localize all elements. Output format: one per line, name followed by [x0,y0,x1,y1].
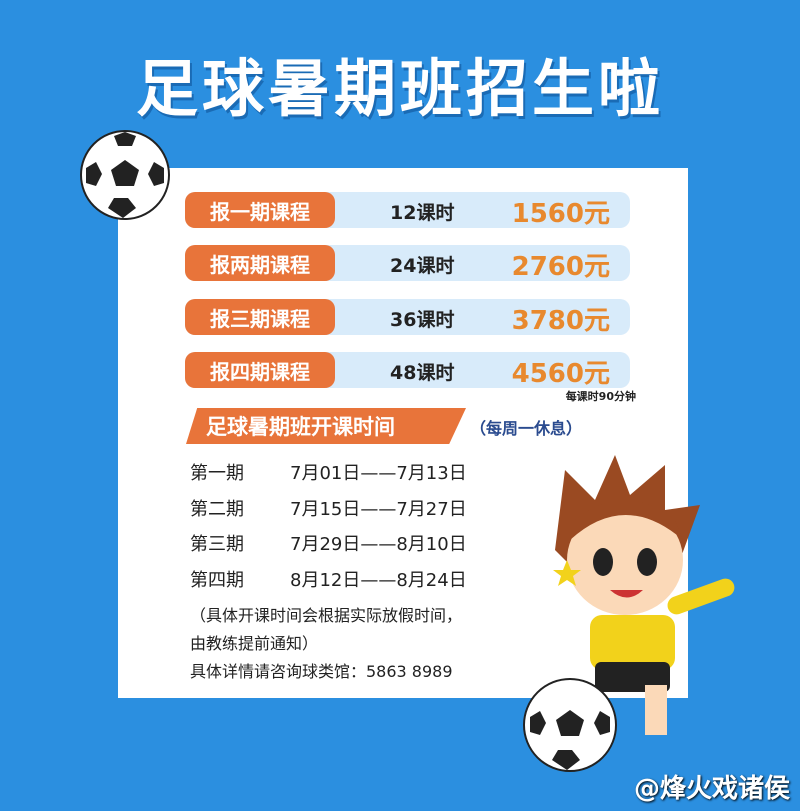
course-row: 报四期课程 48课时 4560元 [185,352,630,389]
period-row: 第四期 8月12日——8月24日 [190,566,467,592]
course-row: 报两期课程 24课时 2760元 [185,245,630,282]
period-row: 第三期 7月29日——8月10日 [190,530,467,556]
course-row: 报三期课程 36课时 3780元 [185,299,630,336]
course-hours: 24课时 [390,255,455,277]
course-price: 1560元 [511,199,610,229]
course-row: 报一期课程 12课时 1560元 [185,192,630,229]
course-name: 报四期课程 [185,352,335,388]
contact-info: 具体详情请咨询球类馆：5863 8989 [190,662,453,681]
course-name: 报三期课程 [185,299,335,335]
period-dates: 7月29日——8月10日 [290,534,467,555]
soccer-ball-icon [523,678,617,772]
course-price: 3780元 [511,306,610,336]
schedule-heading: 足球暑期班开课时间 [186,408,466,444]
period-name: 第三期 [190,534,244,555]
poster-title: 足球暑期班招生啦 [135,52,664,125]
schedule-note-2: 由教练提前通知） [190,634,319,653]
course-hours: 12课时 [390,202,455,224]
lesson-note: 每课时90分钟 [565,390,636,403]
course-hours: 36课时 [390,309,455,331]
course-hours: 48课时 [390,362,455,384]
soccer-ball-icon [80,130,170,220]
period-row: 第二期 7月15日——7月27日 [190,495,467,521]
period-dates: 8月12日——8月24日 [290,570,467,591]
cartoon-boy-icon [553,455,735,735]
course-name: 报一期课程 [185,192,335,228]
course-price: 2760元 [511,252,610,282]
period-dates: 7月01日——7月13日 [290,463,467,484]
period-name: 第四期 [190,570,244,591]
period-name: 第一期 [190,463,244,484]
period-row: 第一期 7月01日——7月13日 [190,459,467,485]
course-price: 4560元 [511,359,610,389]
schedule-sub: （每周一休息） [470,419,583,438]
schedule-note-1: （具体开课时间会根据实际放假时间， [190,606,463,625]
info-card: 报一期课程 12课时 1560元 报两期课程 24课时 2760元 报三期课程 … [118,168,688,698]
period-dates: 7月15日——7月27日 [290,499,467,520]
watermark: @烽火戏诸侯 [633,774,790,804]
course-name: 报两期课程 [185,245,335,281]
period-name: 第二期 [190,499,244,520]
